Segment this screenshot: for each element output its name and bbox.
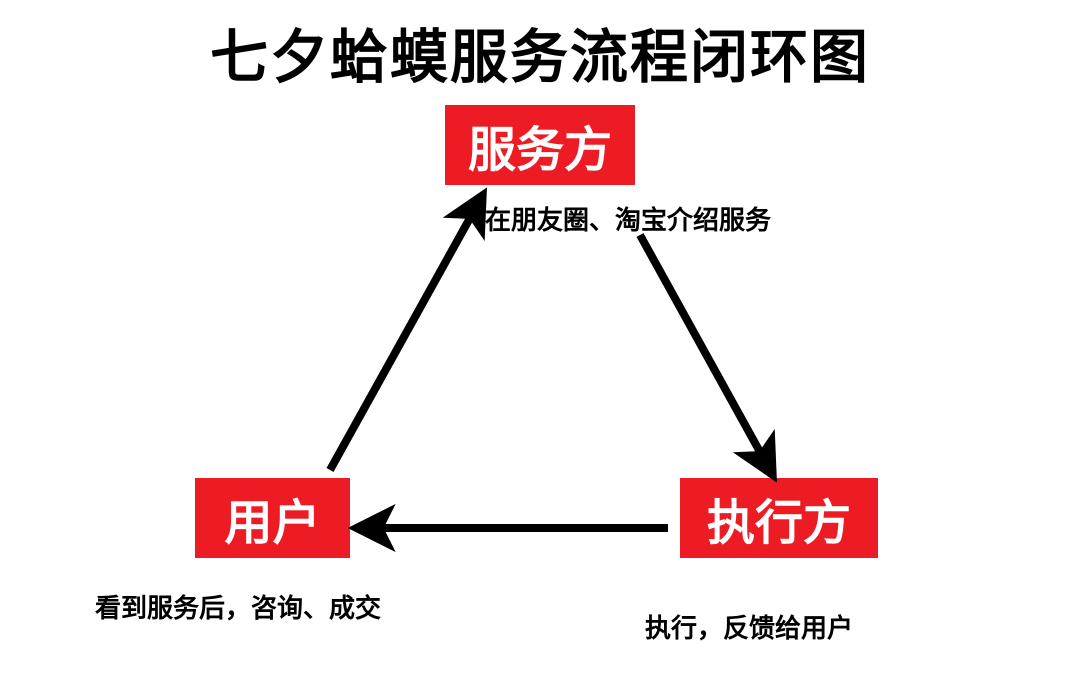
node-service-provider: 服务方 <box>445 105 635 185</box>
diagram-title: 七夕蛤蟆服务流程闭环图 <box>0 10 1080 94</box>
arrows-layer <box>0 0 1080 685</box>
edge-label-user: 看到服务后，咨询、成交 <box>95 588 381 625</box>
edge-service_to_executor <box>640 235 770 470</box>
edge-user_to_service <box>330 200 480 470</box>
edge-label-service: 在朋友圈、淘宝介绍服务 <box>485 200 771 237</box>
diagram-stage: 七夕蛤蟆服务流程闭环图 服务方 用户 执行方 在朋友圈、淘宝介绍服务 看到服务后… <box>0 0 1080 685</box>
node-executor: 执行方 <box>680 478 878 558</box>
edge-label-executor: 执行，反馈给用户 <box>645 608 853 645</box>
node-user: 用户 <box>195 478 350 558</box>
